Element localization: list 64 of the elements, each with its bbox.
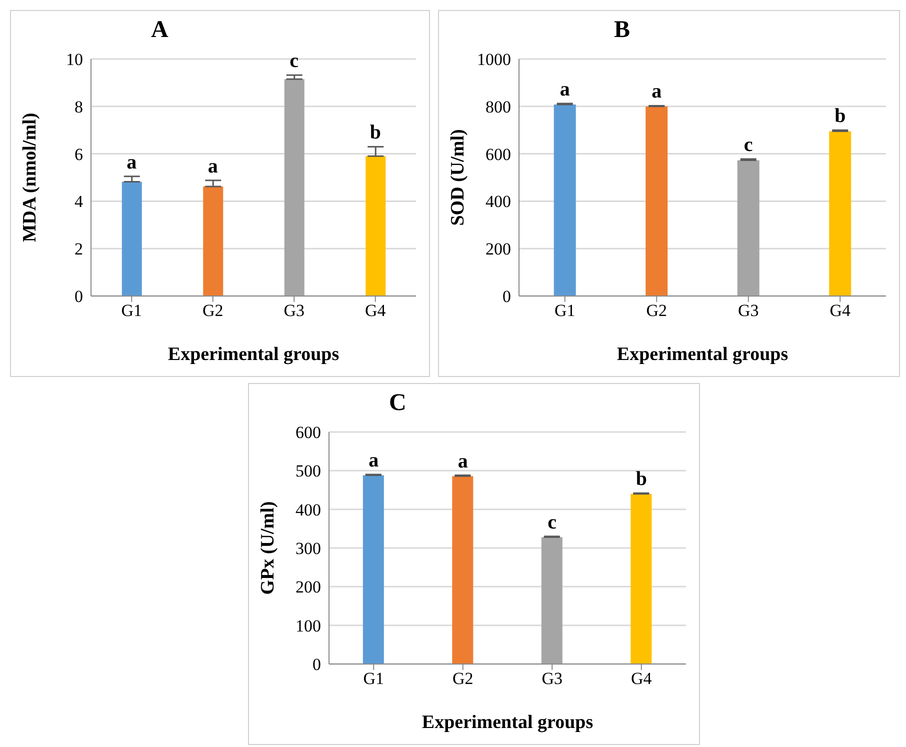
- x-tick-label: G4: [364, 301, 386, 320]
- annotation: c: [744, 134, 753, 156]
- bar: [362, 475, 384, 664]
- y-axis-title: MDA (nmol/ml): [20, 112, 41, 242]
- chart-title: B: [614, 17, 630, 44]
- annotation: c: [548, 511, 557, 534]
- x-tick-label: G2: [452, 669, 474, 688]
- annotation: a: [458, 450, 468, 472]
- y-tick-label: 0: [312, 655, 321, 674]
- annotation: a: [208, 155, 218, 178]
- bar: [646, 106, 668, 296]
- bar: [554, 104, 576, 296]
- x-tick-label: G3: [284, 301, 305, 320]
- x-tick-label: G2: [202, 301, 224, 320]
- y-tick-label: 200: [486, 240, 511, 259]
- annotation: c: [290, 50, 299, 72]
- y-tick-label: 800: [486, 97, 511, 116]
- bar: [630, 494, 652, 664]
- bar: [829, 131, 852, 296]
- y-tick-label: 600: [296, 423, 321, 442]
- x-axis-title: Experimental groups: [422, 712, 594, 733]
- y-tick-label: 400: [486, 192, 511, 212]
- y-tick-label: 0: [502, 287, 511, 306]
- annotation: b: [370, 122, 381, 144]
- x-tick-label: G1: [554, 301, 576, 320]
- y-tick-label: 500: [296, 462, 321, 481]
- x-tick-label: G3: [542, 669, 563, 688]
- annotation: a: [368, 450, 379, 472]
- annotation: b: [834, 105, 846, 128]
- y-tick-label: 2: [74, 240, 83, 259]
- x-tick-label: G1: [121, 301, 142, 320]
- annotation: a: [126, 151, 137, 174]
- chart-title: C: [389, 390, 406, 417]
- x-axis-title: Experimental groups: [168, 344, 340, 365]
- bar: [203, 186, 224, 296]
- x-tick-label: G4: [630, 669, 652, 688]
- y-tick-label: 6: [74, 144, 83, 164]
- bar: [366, 156, 386, 296]
- y-tick-label: 200: [296, 578, 321, 597]
- bar: [737, 160, 760, 296]
- annotation: b: [636, 468, 647, 490]
- y-tick-label: 10: [66, 50, 83, 70]
- bar: [541, 537, 562, 664]
- y-tick-label: 300: [296, 539, 321, 558]
- x-tick-label: G1: [363, 669, 384, 688]
- bar: [122, 182, 142, 296]
- chart-title: A: [151, 17, 168, 44]
- y-tick-label: 8: [74, 97, 83, 116]
- bar: [452, 476, 474, 664]
- y-tick-label: 100: [296, 616, 321, 636]
- x-tick-label: G2: [646, 301, 668, 320]
- x-axis-title: Experimental groups: [616, 344, 788, 365]
- y-axis-title: GPx (U/ml): [258, 501, 279, 595]
- x-tick-label: G4: [830, 301, 852, 320]
- y-axis-title: SOD (U/ml): [448, 129, 469, 226]
- bar: [284, 79, 304, 296]
- y-tick-label: 600: [486, 144, 511, 164]
- annotation: a: [652, 80, 662, 103]
- y-tick-label: 4: [74, 192, 84, 212]
- y-tick-label: 0: [74, 287, 83, 306]
- annotation: a: [560, 78, 570, 101]
- y-tick-label: 1000: [477, 50, 511, 70]
- y-tick-label: 400: [296, 500, 321, 520]
- x-tick-label: G3: [738, 301, 759, 320]
